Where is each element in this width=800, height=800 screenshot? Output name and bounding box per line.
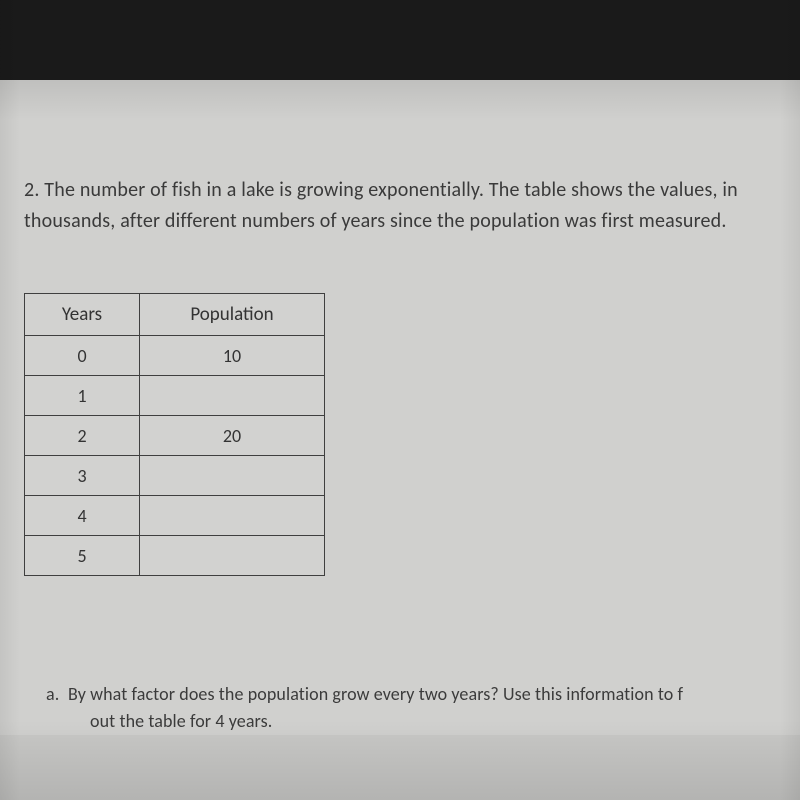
header-years: Years xyxy=(25,294,140,336)
cell-population: 10 xyxy=(140,336,325,376)
sub-question-line-1: a.By what factor does the population gro… xyxy=(68,681,800,708)
cell-population xyxy=(140,376,325,416)
sub-question: a.By what factor does the population gro… xyxy=(24,681,800,735)
table-row: 1 xyxy=(25,376,325,416)
cell-population xyxy=(140,456,325,496)
table-row: 0 10 xyxy=(25,336,325,376)
cell-years: 0 xyxy=(25,336,140,376)
data-table-wrap: Years Population 0 10 1 2 20 3 xyxy=(24,293,800,576)
cell-years: 1 xyxy=(25,376,140,416)
cell-years: 5 xyxy=(25,536,140,576)
header-population: Population xyxy=(140,294,325,336)
question-line-1: 2. The number of fish in a lake is growi… xyxy=(24,175,800,206)
cell-years: 4 xyxy=(25,496,140,536)
sub-question-text-1: By what factor does the population grow … xyxy=(68,683,683,705)
cell-years: 3 xyxy=(25,456,140,496)
table-row: 5 xyxy=(25,536,325,576)
table-header-row: Years Population xyxy=(25,294,325,336)
table-row: 2 20 xyxy=(25,416,325,456)
cell-population: 20 xyxy=(140,416,325,456)
cell-population xyxy=(140,496,325,536)
top-black-bar xyxy=(0,0,800,80)
table-row: 4 xyxy=(25,496,325,536)
question-line-2: thousands, after different numbers of ye… xyxy=(24,206,800,237)
sub-question-line-2: out the table for 4 years. xyxy=(68,708,800,735)
table-row: 3 xyxy=(25,456,325,496)
data-table: Years Population 0 10 1 2 20 3 xyxy=(24,293,325,576)
page-content: 2. The number of fish in a lake is growi… xyxy=(0,80,800,735)
cell-years: 2 xyxy=(25,416,140,456)
cell-population xyxy=(140,536,325,576)
sub-question-marker: a. xyxy=(46,681,68,708)
question-text: 2. The number of fish in a lake is growi… xyxy=(24,175,800,237)
